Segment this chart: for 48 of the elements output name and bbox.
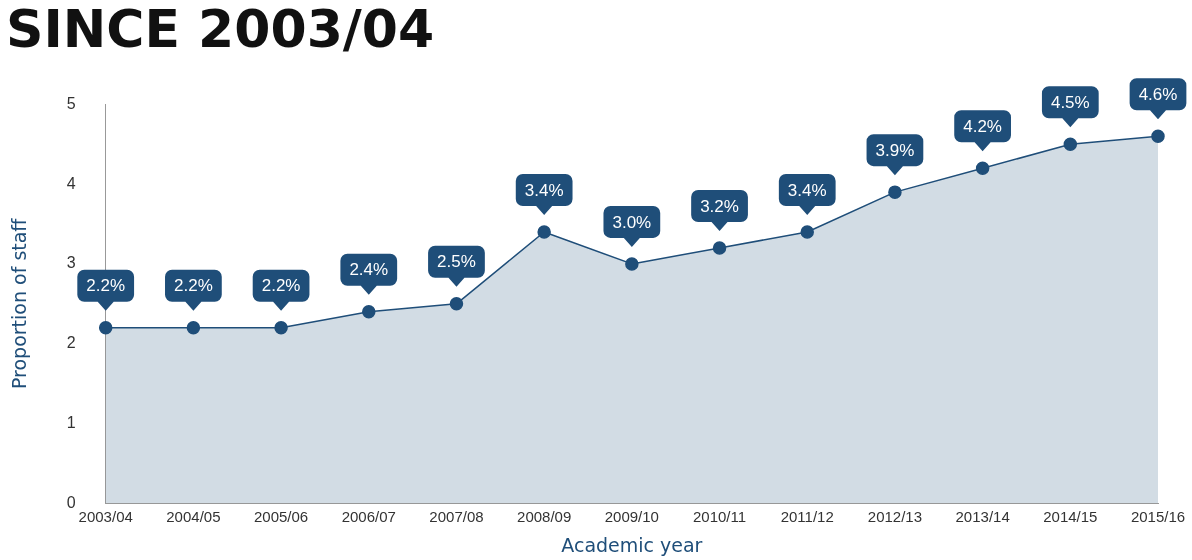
data-label: 2.2% [261, 276, 301, 296]
x-tick-label: 2004/05 [166, 508, 221, 526]
point [800, 225, 814, 239]
point [449, 297, 464, 311]
point [274, 320, 288, 335]
data-label: 3.2% [700, 196, 739, 216]
x-tick-label: 2009/10 [604, 508, 659, 526]
y-tick-label: 3 [66, 254, 76, 272]
point [362, 305, 376, 319]
x-tick-label: 2012/13 [867, 508, 923, 526]
x-tick-label: 2003/04 [78, 508, 133, 526]
x-tick-label: 2011/12 [780, 508, 834, 526]
point [625, 257, 639, 271]
x-tick-label: 2005/06 [253, 508, 309, 526]
data-label: 4.5% [1050, 92, 1090, 112]
data-label: 3.4% [787, 180, 827, 200]
y-tick-label: 2 [66, 334, 76, 352]
data-label: 3.0% [612, 212, 652, 232]
y-tick-label: 1 [66, 413, 76, 431]
data-label: 2.5% [437, 252, 476, 272]
x-tick-label: 2010/11 [692, 508, 747, 526]
x-tick-label: 2015/16 [1130, 508, 1186, 526]
chart-title: SINCE 2003/04 [6, 0, 435, 59]
y-tick-label: 0 [66, 493, 76, 511]
data-label: 3.4% [524, 180, 564, 200]
data-label: 4.2% [963, 116, 1002, 136]
point [1151, 129, 1165, 144]
point [537, 225, 551, 239]
data-label: 2.4% [349, 260, 389, 280]
point [98, 320, 113, 335]
x-tick-label: 2014/15 [1043, 508, 1098, 526]
point [1063, 137, 1078, 152]
data-label: 2.2% [174, 276, 213, 296]
point [712, 241, 727, 255]
x-tick-label: 2013/14 [955, 508, 1010, 526]
data-label: 4.6% [1138, 84, 1178, 104]
x-tick-label: 2007/08 [429, 508, 484, 526]
point [888, 185, 902, 199]
y-tick-label: 4 [66, 174, 76, 192]
y-tick-label: 5 [66, 94, 76, 112]
data-label: 3.9% [875, 140, 915, 160]
x-tick-label: 2006/07 [341, 508, 396, 526]
x-tick-label: 2008/09 [517, 508, 572, 526]
point [186, 320, 201, 335]
y-axis-title: Proportion of staff [8, 217, 31, 390]
point [975, 161, 990, 175]
data-label: 2.2% [86, 276, 126, 296]
x-axis-title: Academic year [561, 533, 703, 556]
